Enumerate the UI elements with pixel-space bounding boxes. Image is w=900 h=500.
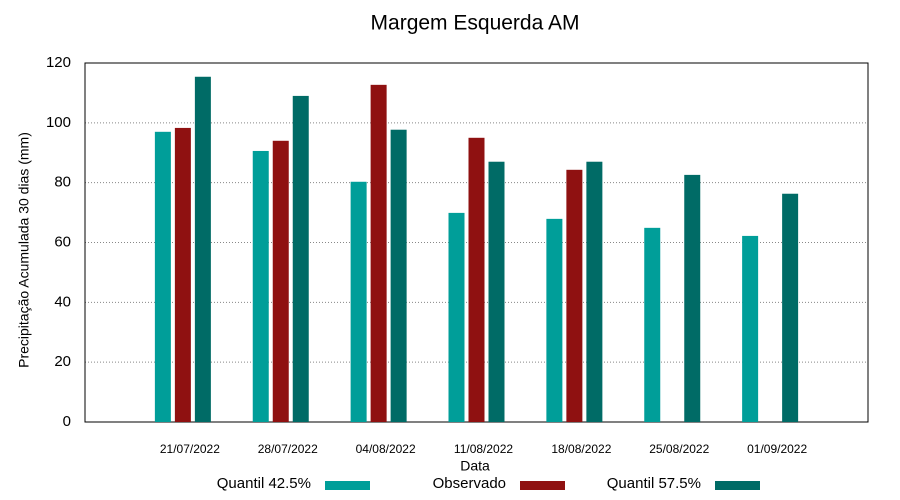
bar [586, 161, 603, 422]
bar [742, 235, 759, 422]
y-tick-label: 120 [46, 54, 71, 71]
y-axis-label: Precipitação Acumulada 30 dias (mm) [16, 132, 32, 368]
x-tick-label: 18/08/2022 [551, 442, 611, 456]
x-tick-label: 28/07/2022 [258, 442, 318, 456]
legend-swatch [325, 481, 370, 490]
legend-label: Quantil 57.5% [607, 475, 701, 492]
y-tick-label: 60 [54, 233, 71, 250]
bar [154, 131, 171, 422]
bar [644, 227, 661, 422]
bar [488, 161, 505, 422]
x-tick-label: 25/08/2022 [649, 442, 709, 456]
x-tick-label: 04/08/2022 [356, 442, 416, 456]
bar [448, 212, 465, 422]
bar [468, 137, 485, 422]
legend-label: Observado [433, 475, 506, 492]
legend-swatch [715, 481, 760, 490]
bar [684, 174, 701, 422]
y-tick-label: 40 [54, 293, 71, 310]
bar [782, 193, 799, 422]
bar [174, 127, 191, 423]
bar [252, 150, 269, 422]
legend-label: Quantil 42.5% [217, 475, 311, 492]
y-tick-label: 100 [46, 114, 71, 131]
bar [390, 129, 407, 422]
y-tick-label: 80 [54, 174, 71, 191]
y-tick-label: 0 [63, 413, 71, 430]
x-tick-label: 21/07/2022 [160, 442, 220, 456]
x-tick-label: 01/09/2022 [747, 442, 807, 456]
bar [194, 76, 211, 423]
chart-title: Margem Esquerda AM [371, 12, 580, 35]
bar [546, 218, 563, 422]
bar [566, 169, 583, 422]
bar [292, 95, 309, 423]
x-tick-label: 11/08/2022 [454, 442, 513, 456]
x-axis-label: Data [460, 458, 490, 474]
legend-swatch [520, 481, 565, 490]
bar [272, 140, 289, 423]
y-tick-label: 20 [54, 353, 71, 370]
bar [370, 84, 387, 422]
bar [350, 181, 367, 422]
